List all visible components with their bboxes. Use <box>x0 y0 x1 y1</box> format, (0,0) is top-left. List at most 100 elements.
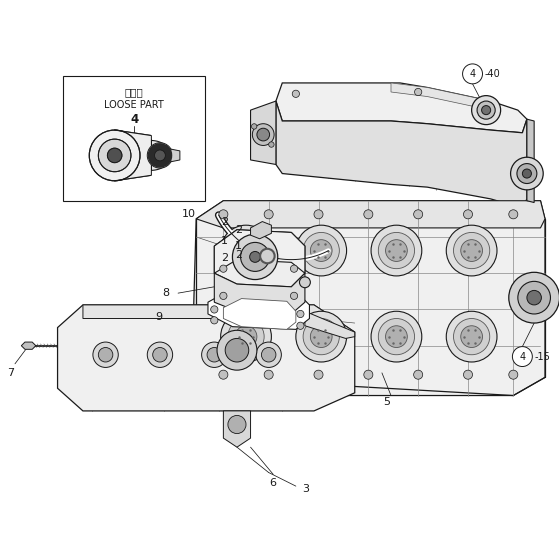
Circle shape <box>219 210 228 219</box>
Circle shape <box>461 240 483 262</box>
Polygon shape <box>58 305 354 411</box>
Circle shape <box>219 370 228 379</box>
Circle shape <box>221 311 272 362</box>
Circle shape <box>235 240 257 262</box>
Polygon shape <box>223 298 296 329</box>
Polygon shape <box>192 200 545 395</box>
Circle shape <box>152 147 168 164</box>
Circle shape <box>211 306 218 313</box>
Circle shape <box>99 139 131 172</box>
Circle shape <box>147 143 172 168</box>
Text: -15: -15 <box>534 352 550 362</box>
Polygon shape <box>21 342 36 349</box>
Circle shape <box>371 311 422 362</box>
Circle shape <box>228 319 264 354</box>
Circle shape <box>264 370 273 379</box>
Circle shape <box>232 234 278 279</box>
Circle shape <box>264 210 273 219</box>
Circle shape <box>371 225 422 276</box>
Text: 7: 7 <box>7 368 14 378</box>
Circle shape <box>99 348 113 362</box>
Polygon shape <box>208 288 310 329</box>
Circle shape <box>379 319 414 354</box>
Circle shape <box>454 232 490 269</box>
Circle shape <box>220 292 227 300</box>
Circle shape <box>477 101 495 119</box>
Bar <box>63 76 206 200</box>
Text: 3: 3 <box>302 484 309 494</box>
Text: 1: 1 <box>235 241 242 251</box>
Polygon shape <box>250 222 272 239</box>
Circle shape <box>297 322 304 329</box>
Text: LOOSE PART: LOOSE PART <box>104 100 164 110</box>
Circle shape <box>300 277 310 288</box>
Circle shape <box>310 240 332 262</box>
Polygon shape <box>214 230 305 273</box>
Circle shape <box>250 251 260 262</box>
Circle shape <box>296 311 347 362</box>
Circle shape <box>241 242 269 272</box>
Circle shape <box>482 106 491 115</box>
Circle shape <box>291 265 298 272</box>
Circle shape <box>527 291 542 305</box>
Circle shape <box>310 326 332 348</box>
Circle shape <box>108 148 122 162</box>
Polygon shape <box>214 273 305 314</box>
Circle shape <box>314 370 323 379</box>
Circle shape <box>522 169 531 178</box>
Text: 5: 5 <box>383 397 390 407</box>
Circle shape <box>153 348 167 362</box>
Circle shape <box>385 326 407 348</box>
Circle shape <box>220 265 227 272</box>
Circle shape <box>364 210 373 219</box>
Polygon shape <box>391 83 491 110</box>
Circle shape <box>511 157 543 190</box>
Circle shape <box>262 348 276 362</box>
Circle shape <box>314 210 323 219</box>
Circle shape <box>155 150 165 161</box>
Text: 4: 4 <box>519 352 525 362</box>
Polygon shape <box>305 311 354 338</box>
Text: 10: 10 <box>182 209 196 220</box>
Circle shape <box>509 210 518 219</box>
Polygon shape <box>115 130 151 181</box>
Text: 9: 9 <box>156 312 162 321</box>
Polygon shape <box>171 149 180 162</box>
Circle shape <box>509 370 518 379</box>
Circle shape <box>221 225 272 276</box>
Text: 2: 2 <box>235 250 242 260</box>
Circle shape <box>108 148 122 162</box>
Circle shape <box>414 88 422 96</box>
Text: -40: -40 <box>484 69 500 79</box>
Polygon shape <box>527 119 534 203</box>
Polygon shape <box>83 305 354 337</box>
Circle shape <box>228 232 264 269</box>
Circle shape <box>256 342 281 367</box>
Circle shape <box>257 128 269 141</box>
Text: 同梱品: 同梱品 <box>125 87 143 97</box>
Polygon shape <box>223 411 250 447</box>
Circle shape <box>292 90 300 97</box>
Circle shape <box>517 164 537 184</box>
Text: 2: 2 <box>221 217 228 227</box>
Circle shape <box>297 310 304 318</box>
Text: 1: 1 <box>221 236 228 246</box>
Circle shape <box>225 338 249 362</box>
Polygon shape <box>196 200 545 228</box>
Circle shape <box>296 225 347 276</box>
Polygon shape <box>151 136 171 175</box>
Text: 2: 2 <box>235 225 242 235</box>
Circle shape <box>518 281 550 314</box>
Circle shape <box>446 311 497 362</box>
Circle shape <box>303 232 339 269</box>
Circle shape <box>446 225 497 276</box>
Text: 6: 6 <box>270 478 277 488</box>
Circle shape <box>93 342 118 367</box>
Circle shape <box>464 210 473 219</box>
Circle shape <box>269 142 274 147</box>
Circle shape <box>414 370 423 379</box>
Circle shape <box>211 317 218 324</box>
Circle shape <box>463 64 483 84</box>
Polygon shape <box>276 83 527 133</box>
Circle shape <box>291 292 298 300</box>
